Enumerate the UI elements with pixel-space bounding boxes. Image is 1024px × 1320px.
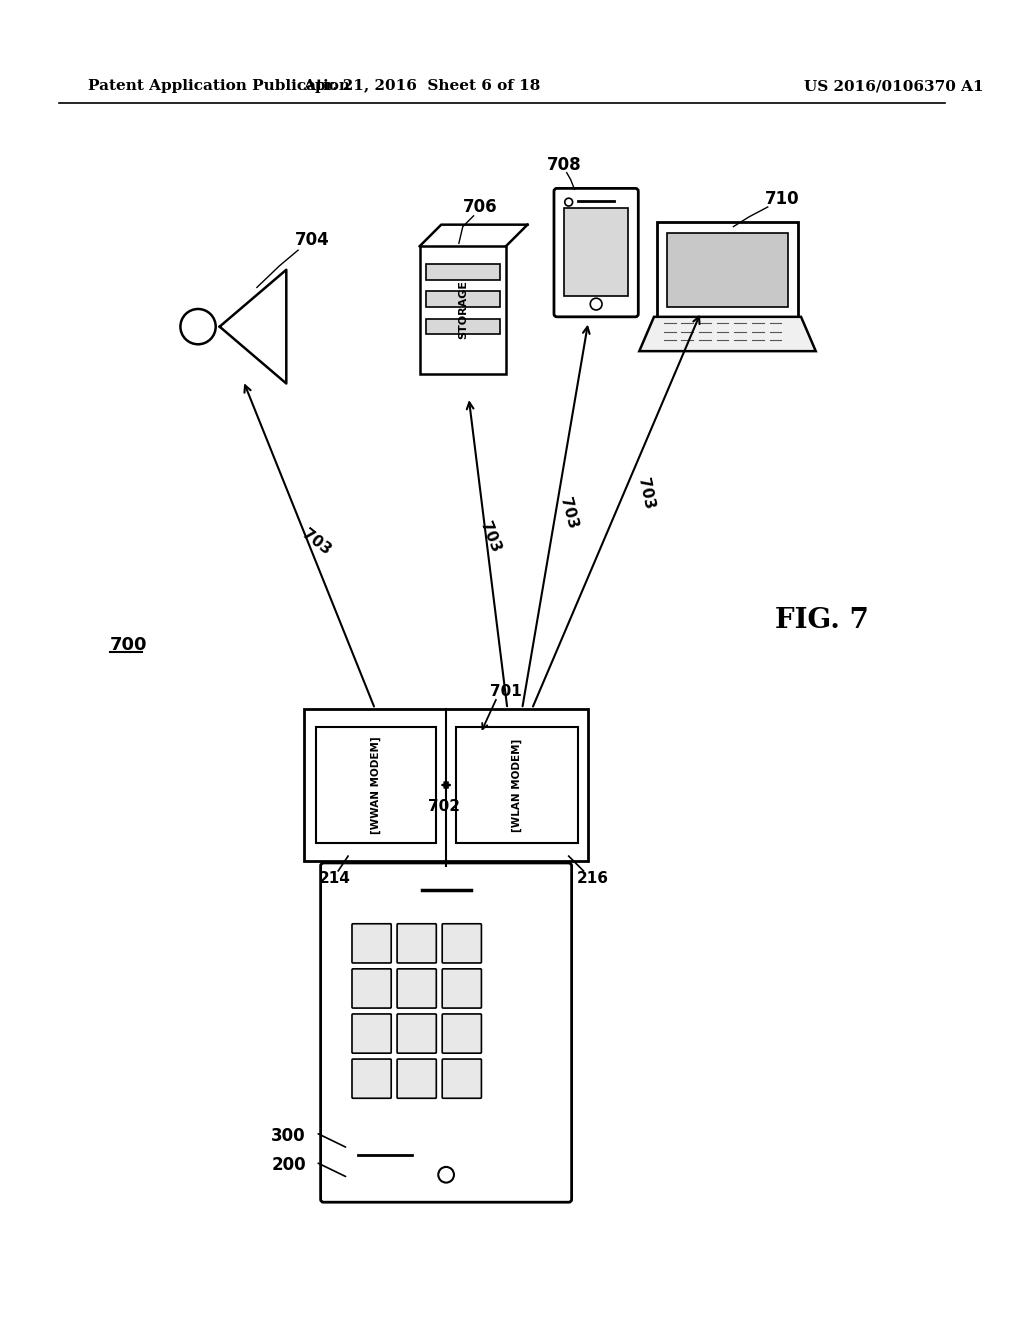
Text: Apr. 21, 2016  Sheet 6 of 18: Apr. 21, 2016 Sheet 6 of 18	[303, 79, 541, 94]
FancyBboxPatch shape	[442, 1059, 481, 1098]
FancyBboxPatch shape	[420, 247, 506, 374]
Text: 708: 708	[547, 156, 581, 174]
FancyBboxPatch shape	[315, 727, 436, 843]
FancyBboxPatch shape	[352, 969, 391, 1008]
Text: [WWAN MODEM]: [WWAN MODEM]	[371, 737, 381, 834]
Text: 703: 703	[299, 527, 334, 558]
Text: [WLAN MODEM]: [WLAN MODEM]	[512, 738, 522, 832]
FancyBboxPatch shape	[352, 1059, 391, 1098]
Text: 700: 700	[110, 636, 147, 655]
FancyBboxPatch shape	[426, 264, 500, 280]
FancyBboxPatch shape	[397, 924, 436, 964]
Text: 704: 704	[295, 231, 329, 249]
Text: STORAGE: STORAGE	[458, 280, 468, 339]
Text: 703: 703	[557, 495, 580, 531]
FancyBboxPatch shape	[397, 969, 436, 1008]
Text: FIG. 7: FIG. 7	[774, 607, 868, 635]
FancyBboxPatch shape	[352, 1014, 391, 1053]
Text: 706: 706	[463, 198, 498, 216]
Polygon shape	[639, 317, 816, 351]
Text: 703: 703	[477, 520, 504, 554]
FancyBboxPatch shape	[321, 863, 571, 1203]
Text: US 2016/0106370 A1: US 2016/0106370 A1	[804, 79, 984, 94]
Text: 703: 703	[635, 477, 656, 511]
FancyBboxPatch shape	[667, 234, 788, 308]
FancyBboxPatch shape	[397, 1014, 436, 1053]
Text: 300: 300	[271, 1126, 306, 1144]
FancyBboxPatch shape	[657, 222, 798, 319]
FancyBboxPatch shape	[564, 209, 629, 296]
FancyBboxPatch shape	[352, 924, 391, 964]
Text: 710: 710	[765, 190, 800, 209]
Text: 216: 216	[577, 871, 608, 886]
FancyBboxPatch shape	[426, 292, 500, 308]
FancyBboxPatch shape	[442, 1014, 481, 1053]
FancyBboxPatch shape	[304, 709, 589, 861]
Text: 200: 200	[271, 1156, 306, 1173]
Text: 702: 702	[428, 799, 460, 814]
FancyBboxPatch shape	[554, 189, 638, 317]
FancyBboxPatch shape	[456, 727, 579, 843]
FancyBboxPatch shape	[397, 1059, 436, 1098]
Text: 701: 701	[490, 684, 522, 698]
FancyBboxPatch shape	[426, 319, 500, 334]
Text: Patent Application Publication: Patent Application Publication	[88, 79, 350, 94]
FancyBboxPatch shape	[442, 969, 481, 1008]
Text: 214: 214	[318, 871, 350, 886]
FancyBboxPatch shape	[442, 924, 481, 964]
